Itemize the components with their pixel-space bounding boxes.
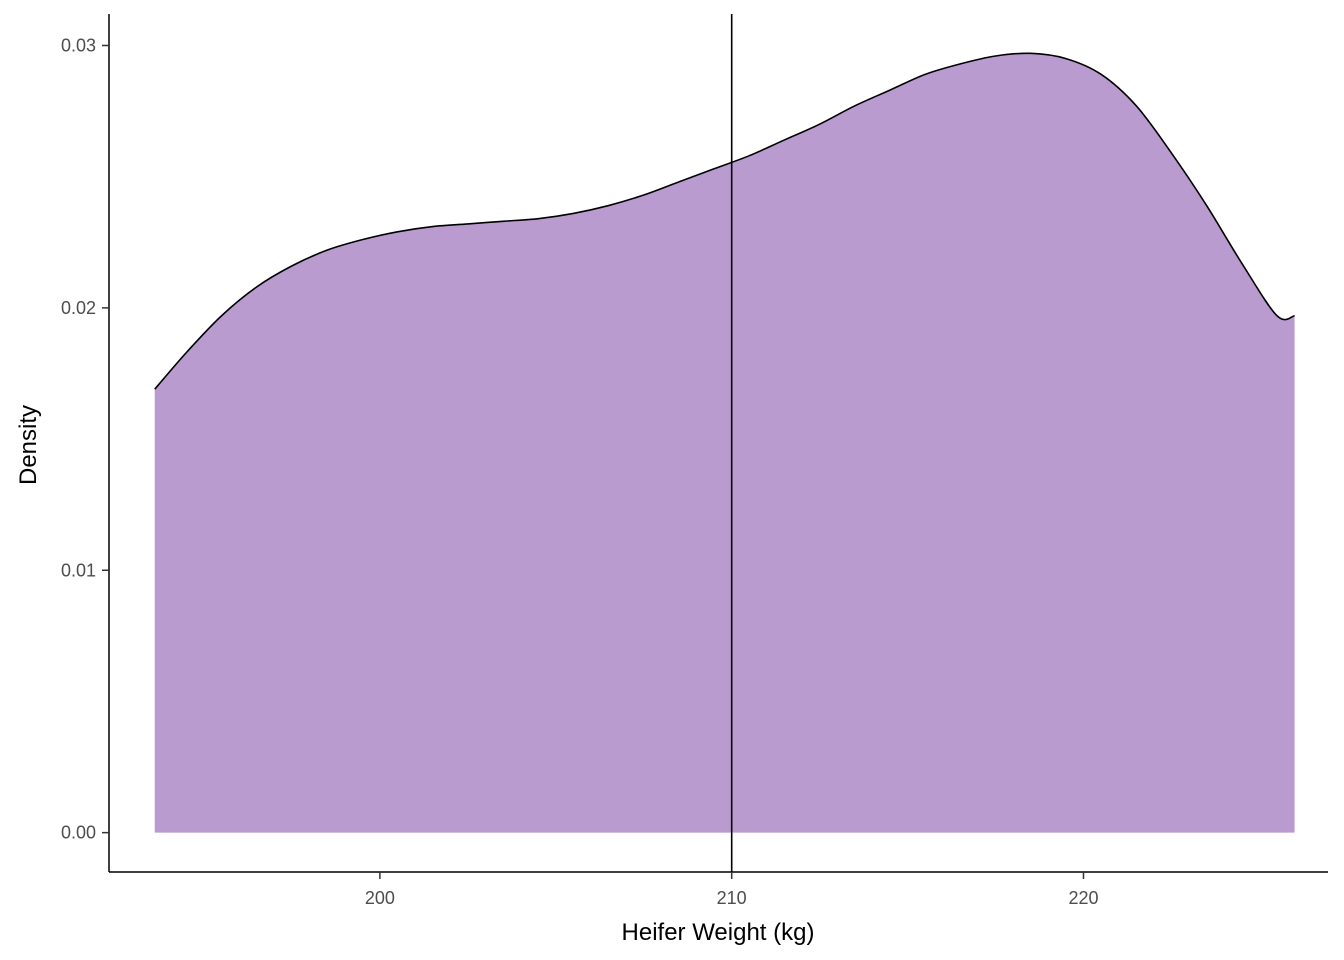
x-tick-label-200: 200 <box>365 888 395 908</box>
y-tick-label-0.00: 0.00 <box>61 823 96 843</box>
y-tick-label-0.01: 0.01 <box>61 560 96 580</box>
axes: 200 210 220 0.00 0.01 0.02 0.03 <box>61 14 1328 908</box>
density-curve-0 <box>154 52 1295 390</box>
density-area-0 <box>154 53 1295 833</box>
y-tick-label-0.03: 0.03 <box>61 35 96 55</box>
x-axis-title: Heifer Weight (kg) <box>622 919 815 946</box>
x-tick-label-210: 210 <box>717 888 747 908</box>
x-tick-label-220: 220 <box>1068 888 1098 908</box>
plot-area <box>154 14 1295 872</box>
y-axis-title: Density <box>15 405 42 485</box>
y-tick-label-0.02: 0.02 <box>61 298 96 318</box>
